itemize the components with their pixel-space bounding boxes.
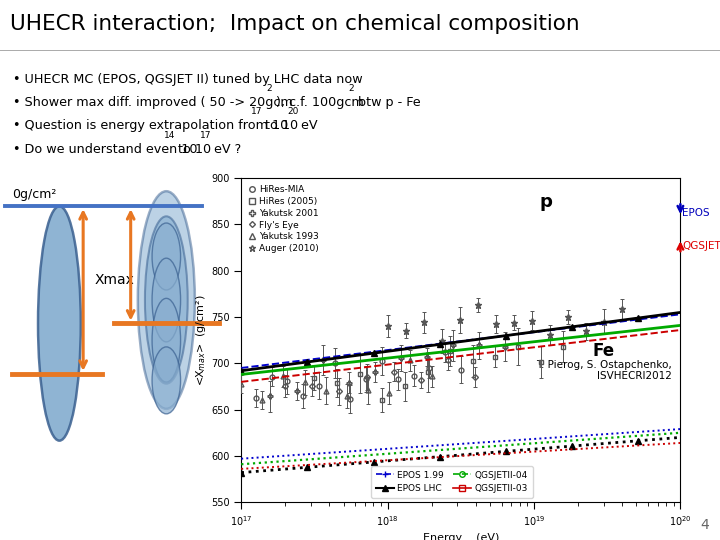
Text: Fe: Fe [593,342,615,360]
Text: 17: 17 [251,107,263,117]
Text: 14: 14 [164,131,176,140]
Text: eV: eV [297,119,318,132]
Text: • UHECR MC (EPOS, QGSJET II) tuned by LHC data now: • UHECR MC (EPOS, QGSJET II) tuned by LH… [13,73,363,86]
Ellipse shape [138,191,195,409]
Text: QGSJET: QGSJET [683,241,720,251]
Text: 17: 17 [200,131,212,140]
Ellipse shape [145,217,188,384]
Ellipse shape [152,258,181,342]
Text: p: p [540,193,553,211]
Text: 2: 2 [266,84,272,93]
Text: to 10: to 10 [174,143,211,156]
Text: to 10: to 10 [261,119,298,132]
Text: 20: 20 [287,107,299,117]
Ellipse shape [152,347,181,414]
Text: • Question is energy extrapolation from 10: • Question is energy extrapolation from … [13,119,288,132]
Text: 0g/cm²: 0g/cm² [12,188,56,201]
Text: 4: 4 [701,518,709,532]
Text: • Do we understand even 10: • Do we understand even 10 [13,143,197,156]
Ellipse shape [38,206,81,441]
Text: • Shower max diff. improved ( 50 -> 20gcm: • Shower max diff. improved ( 50 -> 20gc… [13,96,293,109]
Text: btw p - Fe: btw p - Fe [354,96,421,109]
X-axis label: Energy    (eV): Energy (eV) [423,534,499,540]
Text: eV ?: eV ? [210,143,240,156]
Legend: EPOS 1.99, EPOS LHC, QGSJETII-04, QGSJETII-03: EPOS 1.99, EPOS LHC, QGSJETII-04, QGSJET… [372,466,533,498]
Text: T. Pierog, S. Ostapchenko,
ISVHECRI2012: T. Pierog, S. Ostapchenko, ISVHECRI2012 [536,360,672,381]
Text: EPOS: EPOS [683,208,710,218]
Ellipse shape [152,223,181,290]
Text: 2: 2 [348,84,354,93]
Text: Xmax: Xmax [95,273,135,287]
Text: UHECR interaction;  Impact on chemical composition: UHECR interaction; Impact on chemical co… [10,14,580,33]
Ellipse shape [152,298,181,382]
Text: ), c.f. 100gcm: ), c.f. 100gcm [272,96,364,109]
Y-axis label: <X$_{max}$>  (g/cm²): <X$_{max}$> (g/cm²) [194,294,208,386]
